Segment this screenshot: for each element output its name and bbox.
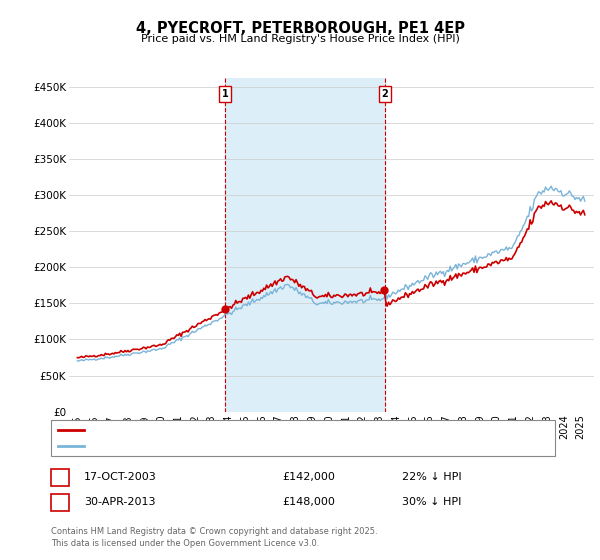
Text: 4, PYECROFT, PETERBOROUGH, PE1 4EP (detached house): 4, PYECROFT, PETERBOROUGH, PE1 4EP (deta…: [88, 425, 392, 435]
Text: 1: 1: [221, 89, 229, 99]
Text: HPI: Average price, detached house, City of Peterborough: HPI: Average price, detached house, City…: [88, 441, 389, 451]
Text: £148,000: £148,000: [282, 497, 335, 507]
Text: 30-APR-2013: 30-APR-2013: [84, 497, 155, 507]
Text: 2: 2: [56, 497, 64, 507]
Text: 22% ↓ HPI: 22% ↓ HPI: [402, 472, 461, 482]
Text: 4, PYECROFT, PETERBOROUGH, PE1 4EP: 4, PYECROFT, PETERBOROUGH, PE1 4EP: [136, 21, 464, 36]
Text: Price paid vs. HM Land Registry's House Price Index (HPI): Price paid vs. HM Land Registry's House …: [140, 34, 460, 44]
Text: 1: 1: [56, 472, 64, 482]
Text: Contains HM Land Registry data © Crown copyright and database right 2025.
This d: Contains HM Land Registry data © Crown c…: [51, 527, 377, 548]
Bar: [225, 78, 385, 412]
Text: 2: 2: [382, 89, 388, 99]
Text: 30% ↓ HPI: 30% ↓ HPI: [402, 497, 461, 507]
Text: £142,000: £142,000: [282, 472, 335, 482]
Text: 17-OCT-2003: 17-OCT-2003: [84, 472, 157, 482]
